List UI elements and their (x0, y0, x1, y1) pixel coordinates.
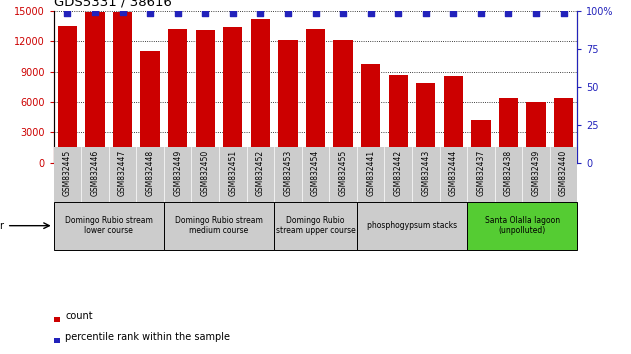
Text: other: other (0, 221, 4, 231)
Text: GSM832454: GSM832454 (311, 150, 320, 196)
Text: GSM832444: GSM832444 (449, 150, 458, 196)
Point (393, 10, 403, 16)
Bar (141, 51, 160, 163)
Point (365, 10, 375, 16)
Bar (223, 27, 242, 163)
FancyBboxPatch shape (274, 202, 357, 250)
Bar (333, 40, 353, 163)
Point (421, 10, 431, 16)
Point (62, 10, 73, 16)
Text: GSM832442: GSM832442 (394, 150, 403, 196)
Bar (416, 83, 435, 163)
Text: phosphogypsum stacks: phosphogypsum stacks (367, 221, 457, 230)
Bar (168, 29, 187, 163)
Bar (554, 98, 573, 163)
Bar (471, 120, 490, 163)
Point (310, 10, 321, 16)
Text: GSM832439: GSM832439 (531, 150, 541, 196)
Text: Domingo Rubio stream
medium course: Domingo Rubio stream medium course (175, 216, 263, 235)
Point (117, 9, 127, 15)
Text: GSM832451: GSM832451 (228, 150, 237, 196)
FancyBboxPatch shape (357, 202, 467, 250)
Bar (113, 12, 132, 163)
Text: GDS5331 / 38616: GDS5331 / 38616 (54, 0, 172, 8)
Bar (58, 26, 77, 163)
Bar (498, 98, 518, 163)
Text: GSM832447: GSM832447 (118, 150, 127, 196)
Text: GSM832455: GSM832455 (339, 150, 348, 196)
Bar (278, 40, 298, 163)
Text: GSM832453: GSM832453 (283, 150, 292, 196)
Point (558, 10, 569, 16)
Text: GSM832446: GSM832446 (90, 150, 100, 196)
Point (338, 10, 348, 16)
Point (228, 10, 238, 16)
FancyBboxPatch shape (54, 202, 164, 250)
Bar (54, 317, 60, 322)
FancyBboxPatch shape (164, 202, 274, 250)
Bar (389, 75, 408, 163)
Bar (85, 12, 105, 163)
Text: GSM832437: GSM832437 (476, 150, 485, 196)
Text: Domingo Rubio
stream upper course: Domingo Rubio stream upper course (276, 216, 355, 235)
Text: GSM832440: GSM832440 (559, 150, 568, 196)
Point (531, 10, 541, 16)
Text: GSM832450: GSM832450 (201, 150, 209, 196)
Bar (361, 64, 380, 163)
Point (283, 10, 293, 16)
Bar (196, 30, 215, 163)
Point (256, 10, 266, 16)
Point (145, 10, 155, 16)
Text: Santa Olalla lagoon
(unpolluted): Santa Olalla lagoon (unpolluted) (485, 216, 560, 235)
Text: GSM832438: GSM832438 (504, 150, 513, 196)
Bar (251, 19, 270, 163)
Text: GSM832443: GSM832443 (422, 150, 430, 196)
Text: count: count (65, 311, 93, 321)
Bar (444, 75, 463, 163)
Point (200, 10, 210, 16)
Text: Domingo Rubio stream
lower course: Domingo Rubio stream lower course (65, 216, 153, 235)
Point (173, 10, 183, 16)
Point (448, 10, 458, 16)
Point (504, 10, 514, 16)
Text: GSM832449: GSM832449 (173, 150, 182, 196)
Bar (526, 102, 546, 163)
Text: percentile rank within the sample: percentile rank within the sample (65, 332, 230, 342)
Bar (54, 338, 60, 343)
FancyBboxPatch shape (467, 202, 577, 250)
Text: GSM832452: GSM832452 (256, 150, 265, 196)
Text: GSM832448: GSM832448 (146, 150, 155, 196)
Point (476, 10, 486, 16)
Bar (306, 29, 325, 163)
Text: GSM832441: GSM832441 (366, 150, 375, 196)
Text: GSM832445: GSM832445 (63, 150, 72, 196)
Point (90, 9, 100, 15)
